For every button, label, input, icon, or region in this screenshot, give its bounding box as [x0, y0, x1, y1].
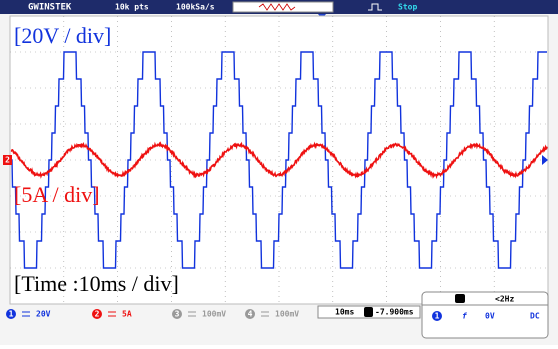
channel-scale: 100mV — [275, 310, 299, 319]
trigger-slope: f — [462, 312, 467, 321]
points: 10k pts — [115, 3, 149, 12]
h-icon — [364, 307, 373, 317]
trigger-source: 1 — [435, 312, 440, 321]
channel-scale: 20V — [36, 310, 51, 319]
brand: GWINSTEK — [28, 3, 72, 13]
oscilloscope-screenshot: GWINSTEK 10k pts 100kSa/s Stop 2 [20V / … — [0, 0, 558, 345]
channel-number: 3 — [175, 310, 180, 319]
frequency: <2Hz — [495, 295, 514, 304]
trigger-level: 0V — [485, 312, 495, 321]
channel-number: 2 — [95, 310, 100, 319]
channel-number: 4 — [248, 310, 253, 319]
sample-rate: 100kSa/s — [176, 3, 215, 12]
channel-marker: 2 — [5, 156, 10, 165]
trigger-coupling: DC — [530, 312, 540, 321]
timebase: 10ms — [335, 308, 354, 317]
position: -7.900ms — [375, 308, 414, 317]
voltage-annotation: [20V / div] — [14, 23, 111, 48]
channel-scale: 100mV — [202, 310, 226, 319]
channel-scale: 5A — [122, 310, 132, 319]
channel-number: 1 — [9, 310, 14, 319]
run-status: Stop — [398, 3, 417, 12]
current-annotation: [5A / div] — [14, 182, 100, 207]
time-annotation: [Time :10ms / div] — [14, 271, 179, 296]
f-icon — [455, 294, 465, 303]
